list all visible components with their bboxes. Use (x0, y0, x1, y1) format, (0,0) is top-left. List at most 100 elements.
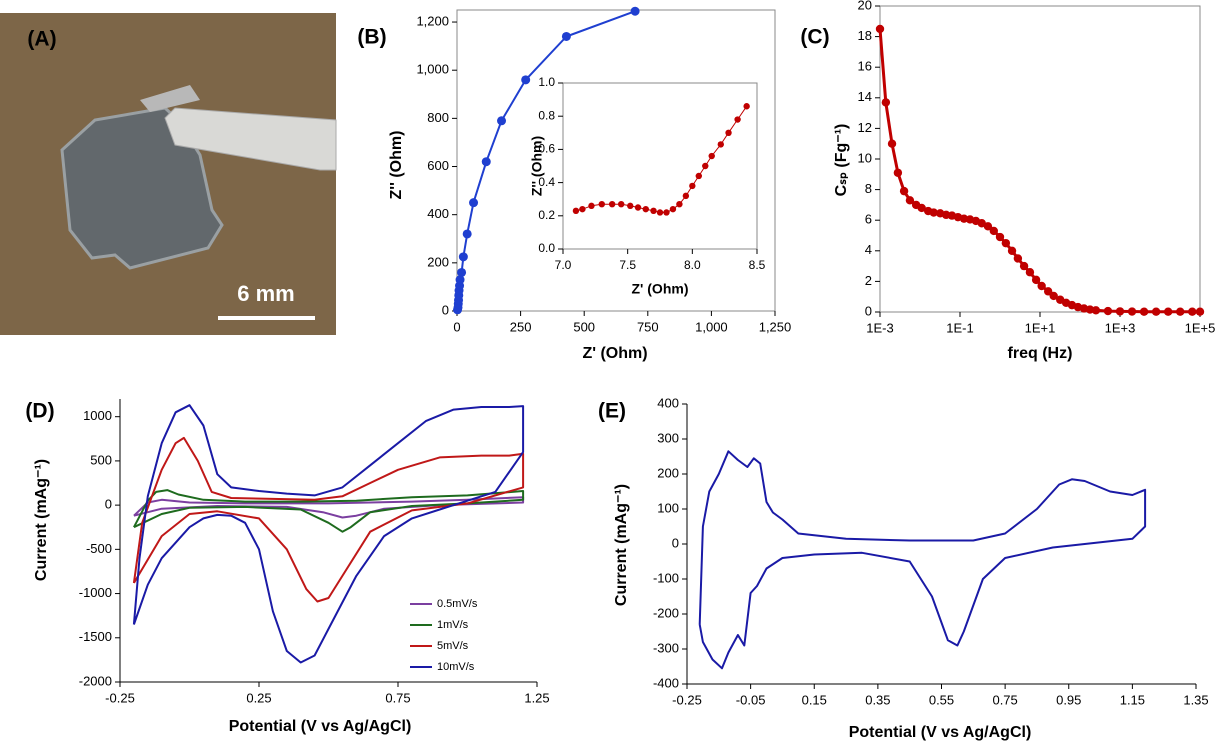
x-axis-title: Potential (V vs Ag/AgCl) (229, 718, 412, 735)
data-point (1091, 306, 1101, 315)
panel-label: (D) (25, 400, 54, 423)
x-tick-label: 1E+3 (1105, 320, 1136, 335)
data-point (1001, 238, 1011, 248)
data-point (561, 31, 571, 41)
y-tick-label: -400 (653, 675, 679, 690)
x-tick-label: 1E+5 (1185, 320, 1216, 335)
tweezer (164, 107, 337, 171)
data-point (983, 222, 993, 231)
data-point (682, 192, 690, 200)
x-tick-label: 0.55 (929, 692, 954, 707)
y-tick-label: 200 (427, 254, 449, 269)
x-tick-label: 7.5 (619, 258, 636, 272)
data-point (743, 103, 750, 110)
y-tick-label: 0 (105, 497, 112, 512)
y-tick-label: 0 (865, 303, 872, 318)
y-tick-label: -200 (653, 605, 679, 620)
plot: 7.0 7.5 8.0 8.5 0.0 0.2 0.4 0.6 0.8 1.0 Z' (Ohm) Z'… (529, 75, 766, 297)
data-point (618, 200, 625, 208)
y-tick-label: 0.8 (538, 108, 555, 122)
data-point (1195, 307, 1205, 316)
x-tick-label: 0 (453, 319, 460, 334)
y-tick-label: -100 (653, 570, 679, 585)
y-axis-title: Z'' (Ohm) (529, 136, 545, 196)
y-tick-label: 300 (657, 430, 679, 445)
data-point (1025, 268, 1035, 277)
x-tick-label: 250 (510, 319, 532, 334)
x-axis-title: Potential (V vs Ag/AgCl) (849, 724, 1032, 741)
data-point (1163, 307, 1173, 316)
x-axis-title: Z' (Ohm) (582, 345, 647, 362)
panel-label: (C) (800, 26, 829, 49)
data-point (1037, 281, 1046, 291)
x-tick-label: 1.15 (1120, 692, 1145, 707)
x-tick-label: 1E+1 (1025, 320, 1056, 335)
x-tick-label: 0.25 (246, 690, 271, 705)
data-point (689, 182, 696, 190)
y-tick-label: 4 (865, 242, 872, 257)
panel-label: (B) (357, 26, 386, 49)
data-point (1176, 307, 1185, 316)
y-tick-label: 16 (858, 59, 872, 74)
x-tick-label: -0.25 (105, 690, 135, 705)
y-tick-label: 20 (858, 0, 872, 12)
data-point (1031, 275, 1041, 285)
y-tick-label: 2 (865, 273, 872, 288)
x-tick-label: 1E-1 (946, 320, 973, 335)
x-tick-label: -0.05 (736, 692, 766, 707)
data-point (634, 204, 642, 211)
y-tick-label: -1000 (79, 585, 112, 600)
data-point (695, 172, 702, 180)
data-point (881, 98, 891, 107)
y-tick-label: 100 (657, 500, 679, 515)
legend-label: 10mV/s (437, 661, 475, 673)
y-tick-label: 1,200 (416, 13, 449, 28)
y-tick-label: 6 (865, 212, 872, 227)
data-point (989, 226, 999, 236)
data-point (469, 198, 479, 208)
data-point (521, 75, 531, 85)
data-point (725, 129, 732, 136)
y-tick-label: 1000 (83, 408, 112, 423)
y-tick-label: 600 (427, 158, 449, 173)
x-tick-label: 8.0 (684, 258, 701, 272)
x-tick-label: 0.95 (1056, 692, 1081, 707)
x-tick-label: 500 (573, 319, 595, 334)
inset-background (563, 83, 757, 249)
data-point (1127, 307, 1137, 316)
plot-frame (879, 5, 1201, 313)
y-tick-label: 0 (442, 302, 449, 317)
data-point (1007, 246, 1017, 255)
data-point (708, 152, 715, 160)
scale-bar-label: 6 mm (237, 281, 294, 306)
y-tick-label: 1.0 (538, 75, 555, 89)
series-line (878, 28, 1200, 314)
x-tick-label: 1.25 (524, 690, 549, 705)
x-tick-label: 8.5 (749, 258, 766, 272)
data-point (462, 229, 472, 239)
data-point (1188, 307, 1197, 316)
data-point (627, 202, 634, 210)
data-point (656, 209, 664, 216)
data-point (497, 116, 507, 126)
data-point (588, 202, 595, 210)
data-point (669, 205, 677, 213)
series-line (133, 496, 525, 519)
y-tick-label: 14 (858, 89, 872, 104)
y-tick-label: -2000 (79, 673, 112, 688)
panel-label: (A) (27, 28, 56, 51)
y-tick-label: 0.6 (538, 142, 555, 156)
data-point (455, 275, 465, 285)
x-tick-label: 0.15 (802, 692, 827, 707)
x-tick-label: 0.75 (385, 690, 410, 705)
y-tick-label: 18 (858, 28, 872, 43)
y-tick-label: 0 (672, 535, 679, 550)
plot: 1E-3 1E-1 1E+1 1E+3 1E+5 0 2 4 6 8 10 12 14 16 18 20 fre… (800, 0, 1215, 362)
y-axis-title: Current (mAg⁻¹) (33, 459, 50, 581)
x-tick-label: 1E-3 (866, 320, 893, 335)
data-point (702, 162, 709, 170)
data-point (630, 6, 640, 16)
y-tick-label: 12 (858, 120, 872, 135)
series-line (132, 436, 525, 603)
